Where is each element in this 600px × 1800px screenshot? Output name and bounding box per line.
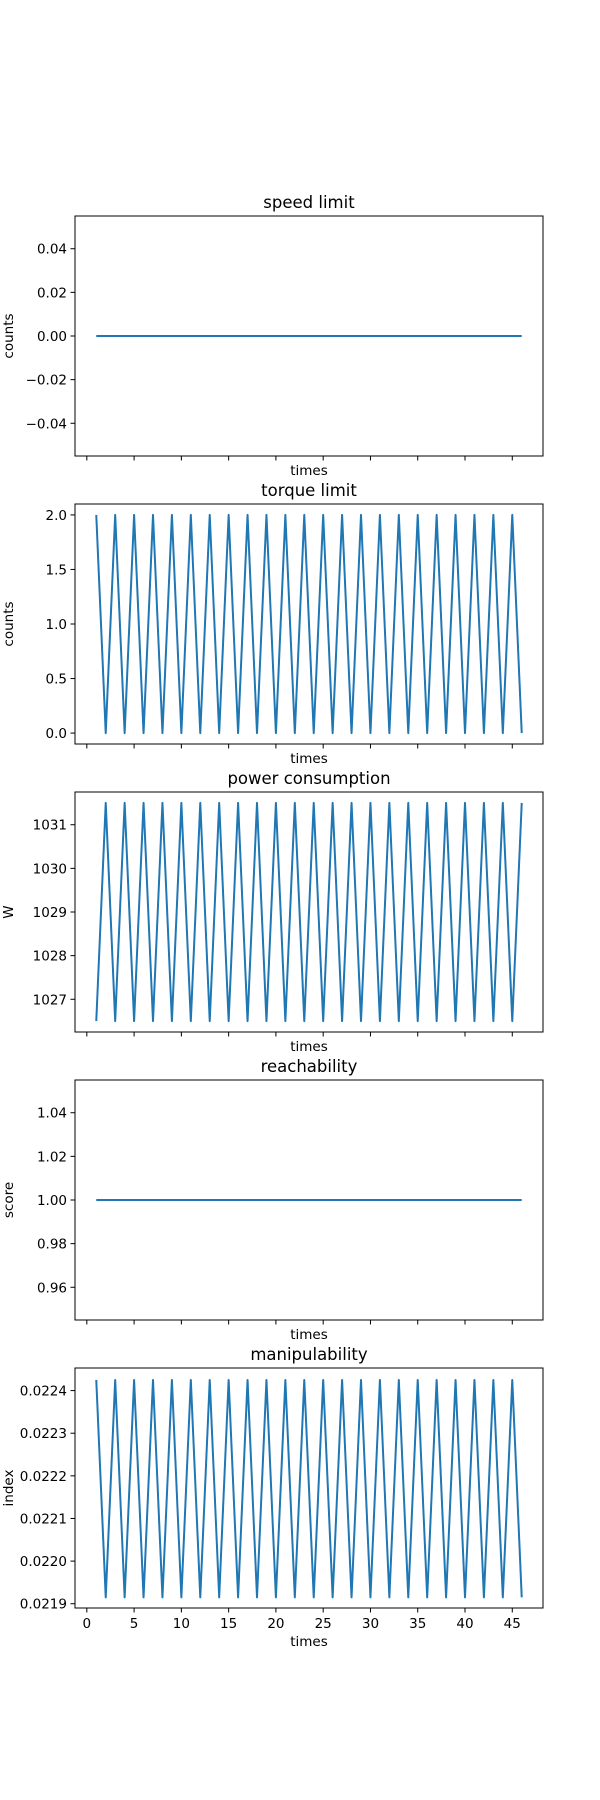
y-tick-label: 0.0222	[20, 1469, 67, 1485]
y-tick-label: 1028	[33, 949, 67, 965]
x-tick-label: 10	[173, 1616, 190, 1632]
y-tick-label: 0.0220	[20, 1554, 67, 1570]
y-tick-label: 0.0224	[20, 1384, 67, 1400]
y-tick-label: 1.5	[46, 562, 67, 578]
y-tick-label: 0.0	[46, 726, 67, 742]
y-tick-label: 0.5	[46, 672, 67, 688]
x-tick-label: 0	[83, 1616, 92, 1632]
x-tick-label: 40	[456, 1616, 473, 1632]
y-tick-label: 2.0	[46, 508, 67, 524]
x-tick-label: 15	[220, 1616, 237, 1632]
x-tick-label: 45	[504, 1616, 521, 1632]
chart-title: torque limit	[261, 481, 357, 500]
y-tick-label: 1.02	[37, 1149, 67, 1165]
y-tick-label: 1.00	[37, 1193, 67, 1209]
series-line	[95, 801, 523, 1023]
y-axis-label: counts	[1, 313, 17, 358]
y-tick-label: 0.0221	[20, 1511, 67, 1527]
x-axis-label: times	[290, 1327, 328, 1343]
x-tick-label: 5	[130, 1616, 139, 1632]
y-axis-label: index	[1, 1470, 17, 1507]
y-tick-label: 0.96	[37, 1280, 67, 1296]
y-tick-label: 1.0	[46, 617, 67, 633]
y-tick-label: −0.04	[26, 416, 67, 432]
x-tick-label: 35	[409, 1616, 426, 1632]
y-axis-label: score	[1, 1182, 17, 1218]
y-tick-label: 0.0223	[20, 1426, 67, 1442]
y-tick-label: 1030	[33, 861, 67, 877]
y-tick-label: 0.98	[37, 1237, 67, 1253]
chart-title: manipulability	[250, 1345, 368, 1364]
y-tick-label: 1029	[33, 905, 67, 921]
x-axis-label: times	[290, 1634, 328, 1650]
series-line	[95, 1378, 523, 1599]
x-tick-label: 30	[362, 1616, 379, 1632]
x-axis-label: times	[290, 751, 328, 767]
x-tick-label: 20	[267, 1616, 284, 1632]
x-axis-label: times	[290, 1039, 328, 1055]
chart-title: reachability	[261, 1057, 358, 1076]
y-axis-label: counts	[1, 601, 17, 646]
series-line	[95, 513, 523, 735]
chart-title: speed limit	[263, 193, 355, 212]
y-axis-label: W	[1, 905, 17, 918]
y-tick-label: 1031	[33, 818, 67, 834]
y-tick-label: 0.02	[37, 285, 67, 301]
y-tick-label: 1027	[33, 992, 67, 1008]
y-tick-label: 0.0219	[20, 1597, 67, 1613]
chart-title: power consumption	[227, 769, 390, 788]
y-tick-label: −0.02	[26, 373, 67, 389]
y-tick-label: 0.04	[37, 242, 67, 258]
plot-frame	[74, 1367, 544, 1609]
y-tick-label: 0.00	[37, 329, 67, 345]
y-tick-label: 1.04	[37, 1106, 67, 1122]
x-tick-label: 25	[315, 1616, 332, 1632]
x-axis-label: times	[290, 463, 328, 479]
